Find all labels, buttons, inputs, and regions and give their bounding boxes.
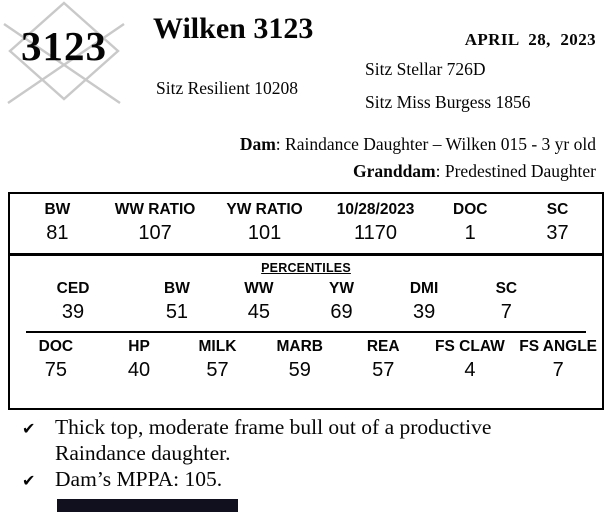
percentiles-divider bbox=[26, 331, 586, 333]
stat-col-header: DOC bbox=[453, 201, 488, 218]
percentile-value: 45 bbox=[247, 301, 271, 323]
paternal-grandsire: Sitz Stellar 726D bbox=[365, 59, 486, 79]
percentile-col-header: REA bbox=[366, 338, 400, 355]
percentile-col-header: FS CLAW bbox=[435, 338, 505, 355]
percentile-col-header: SC bbox=[495, 280, 518, 297]
percentile-value: 7 bbox=[552, 359, 564, 381]
check-icon: ✔ bbox=[22, 471, 36, 490]
stat-value: 37 bbox=[546, 222, 569, 244]
percentiles-title: PERCENTILES bbox=[261, 261, 351, 275]
dam-line: Dam: Raindance Daughter – Wilken 015 - 3… bbox=[240, 131, 596, 158]
stat-value: 101 bbox=[247, 222, 282, 244]
note-item: ✔ Dam’s MPPA: 105. bbox=[22, 466, 582, 494]
actual-stats-section: BW WW RATIO YW RATIO 10/28/2023 DOC SC 8… bbox=[10, 194, 602, 256]
percentile-col-header: DOC bbox=[38, 338, 74, 355]
paternal-granddam: Sitz Miss Burgess 1856 bbox=[365, 92, 531, 112]
percentile-value: 57 bbox=[206, 359, 229, 381]
next-section-cutoff-bar bbox=[57, 499, 238, 512]
stats-header-row: BW WW RATIO YW RATIO 10/28/2023 DOC SC bbox=[10, 201, 602, 219]
percentile-col-header: HP bbox=[128, 338, 150, 355]
stat-col-header: SC bbox=[546, 201, 569, 218]
percentile-col-header: YW bbox=[329, 280, 354, 297]
stat-col-header: 10/28/2023 bbox=[336, 201, 415, 218]
percentile-value: 59 bbox=[288, 359, 311, 381]
lot-number: 3123 bbox=[21, 23, 107, 69]
stat-value: 107 bbox=[138, 222, 172, 244]
granddam-label: Granddam bbox=[352, 161, 436, 181]
granddam-value: : Predestined Daughter bbox=[435, 161, 596, 181]
percentile-value: 75 bbox=[44, 359, 67, 381]
stat-value: 1170 bbox=[354, 222, 398, 244]
percentiles-row2-headers: DOC HP MILK MARB REA FS CLAW FS ANGLE bbox=[10, 338, 602, 356]
percentiles-row1-headers: CED BW WW YW DMI SC bbox=[10, 280, 602, 298]
percentile-value: 69 bbox=[330, 301, 353, 323]
percentile-col-header: FS ANGLE bbox=[519, 338, 598, 355]
note-text: Thick top, moderate frame bull out of a … bbox=[55, 415, 492, 465]
percentiles-row2-values: 75 40 57 59 57 4 7 bbox=[10, 359, 602, 382]
percentile-value: 51 bbox=[165, 301, 189, 323]
granddam-line: Granddam: Predestined Daughter bbox=[240, 158, 596, 185]
notes-list: ✔ Thick top, moderate frame bull out of … bbox=[22, 414, 582, 494]
check-icon: ✔ bbox=[22, 419, 36, 438]
dam-value: : Raindance Daughter – Wilken 015 - 3 yr… bbox=[275, 134, 596, 154]
percentile-value: 39 bbox=[412, 301, 436, 323]
percentile-value: 40 bbox=[127, 359, 151, 381]
stat-col-header: WW RATIO bbox=[114, 201, 196, 218]
stat-col-header: BW bbox=[44, 201, 71, 218]
page-title: Wilken 3123 bbox=[153, 12, 314, 45]
percentile-col-header: WW bbox=[244, 280, 274, 297]
performance-table: BW WW RATIO YW RATIO 10/28/2023 DOC SC 8… bbox=[8, 192, 604, 410]
diamond-watermark-icon bbox=[3, 1, 125, 104]
dam-label: Dam bbox=[239, 134, 276, 154]
percentile-col-header: BW bbox=[164, 280, 190, 297]
percentile-value: 7 bbox=[500, 301, 512, 323]
stats-value-row: 81 107 101 1170 1 37 bbox=[10, 222, 602, 245]
percentiles-row1-values: 39 51 45 69 39 7 bbox=[10, 301, 602, 324]
stat-value: 81 bbox=[46, 222, 69, 244]
percentile-col-header: DMI bbox=[409, 280, 439, 297]
dam-pedigree-block: Dam: Raindance Daughter – Wilken 015 - 3… bbox=[240, 131, 596, 185]
percentile-col-header: CED bbox=[56, 280, 90, 297]
note-item: ✔ Thick top, moderate frame bull out of … bbox=[22, 414, 582, 466]
percentile-col-header: MILK bbox=[198, 338, 237, 355]
sale-date: APRIL 28, 2023 bbox=[464, 30, 596, 49]
sire-name: Sitz Resilient 10208 bbox=[156, 78, 298, 98]
percentiles-section: PERCENTILES CED BW WW YW DMI SC 39 51 45… bbox=[10, 261, 602, 382]
lot-badge: 3123 bbox=[2, 0, 126, 106]
percentile-value: 4 bbox=[464, 359, 476, 381]
note-text: Dam’s MPPA: 105. bbox=[55, 467, 223, 491]
percentile-value: 57 bbox=[372, 359, 395, 381]
stat-col-header: YW RATIO bbox=[226, 201, 303, 218]
stat-value: 1 bbox=[464, 222, 476, 244]
percentile-value: 39 bbox=[61, 301, 85, 323]
percentile-col-header: MARB bbox=[276, 338, 324, 355]
